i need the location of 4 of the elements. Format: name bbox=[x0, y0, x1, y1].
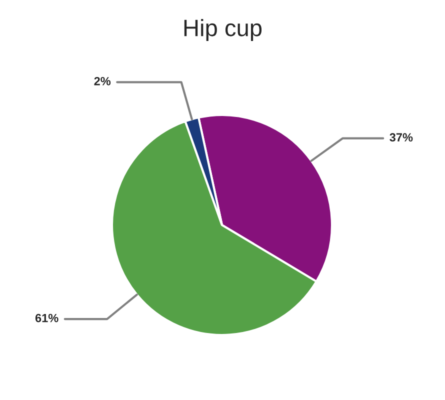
chart-title: Hip cup bbox=[184, 18, 262, 42]
data-label: 2% bbox=[94, 76, 111, 86]
data-label: 61% bbox=[35, 314, 58, 322]
data-label: 37% bbox=[390, 133, 413, 142]
